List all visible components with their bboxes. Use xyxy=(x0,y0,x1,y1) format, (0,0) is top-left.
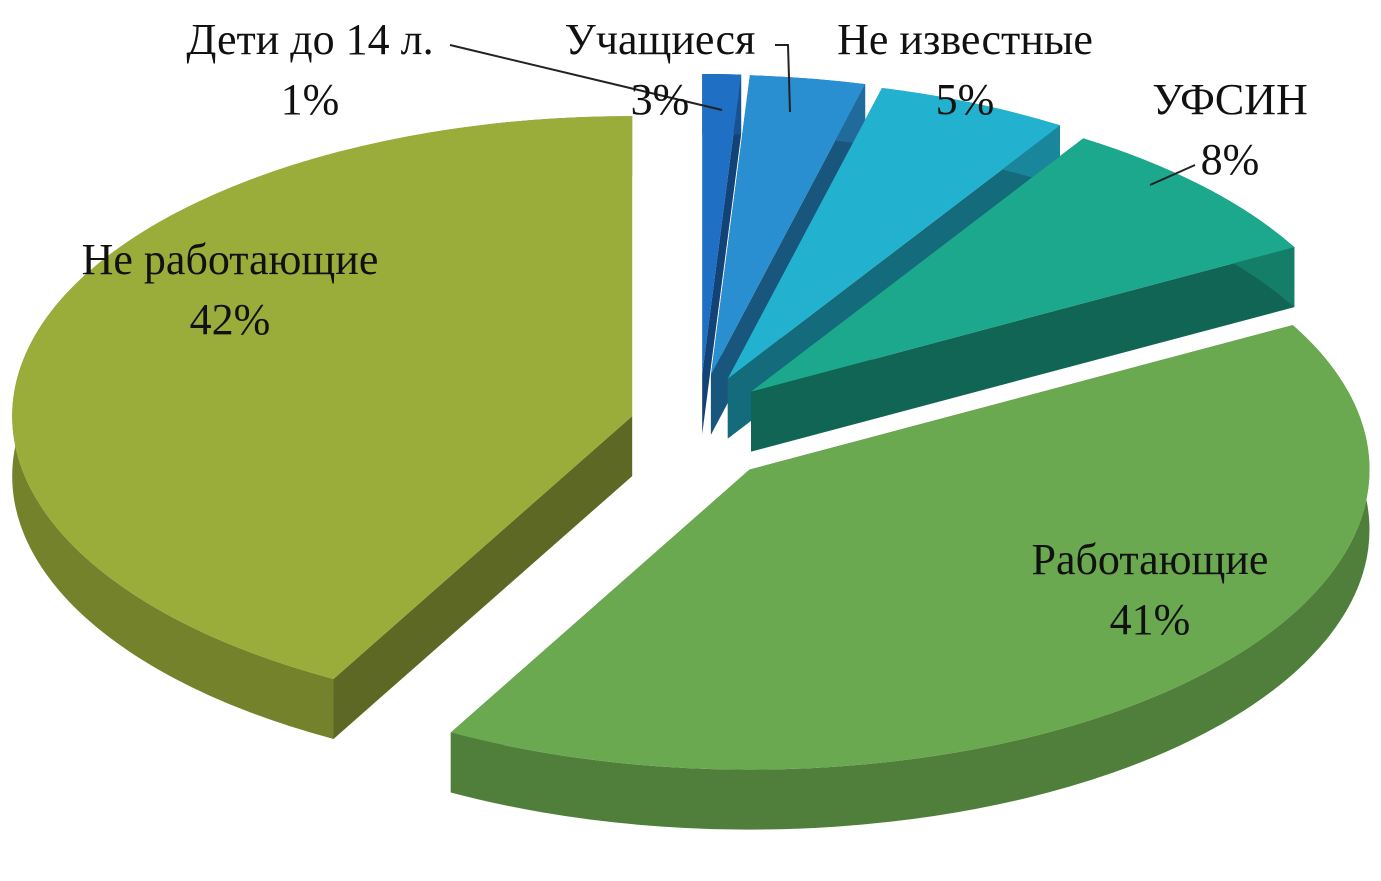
slice-label: УФСИН 8% xyxy=(1152,70,1308,190)
value-label: 42% xyxy=(189,295,271,344)
leader-line xyxy=(449,44,723,111)
category-name: Работающие xyxy=(1031,535,1269,584)
category-name: Дети до 14 л. xyxy=(186,15,434,64)
category-name: УФСИН xyxy=(1152,75,1308,124)
value-label: 3% xyxy=(630,75,690,124)
value-label: 1% xyxy=(280,75,340,124)
category-name: Не известные xyxy=(837,15,1093,64)
slice xyxy=(12,116,633,679)
slice-side xyxy=(333,416,633,739)
leader-line xyxy=(1149,164,1196,186)
slice xyxy=(751,138,1295,392)
slice-side xyxy=(751,247,1295,452)
category-name: Не работающие xyxy=(81,235,379,284)
slice-label: Не работающие 42% xyxy=(80,230,380,350)
slice xyxy=(702,74,742,375)
slice xyxy=(450,325,1370,770)
slice-side xyxy=(450,325,1370,830)
category-name: Учащиеся xyxy=(564,15,756,64)
slices xyxy=(12,74,1370,830)
value-label: 8% xyxy=(1200,135,1260,184)
value-label: 41% xyxy=(1109,595,1191,644)
slice xyxy=(727,88,1061,379)
slice-side xyxy=(702,74,742,435)
value-label: 5% xyxy=(935,75,995,124)
slice-label: Не известные 5% xyxy=(837,10,1093,130)
slice-label: Работающие 41% xyxy=(1032,530,1269,650)
slice xyxy=(710,75,866,375)
leader-line xyxy=(775,44,791,113)
slice-label: Учащиеся 3% xyxy=(565,10,756,130)
slice-label: Дети до 14 л. 1% xyxy=(186,10,433,130)
